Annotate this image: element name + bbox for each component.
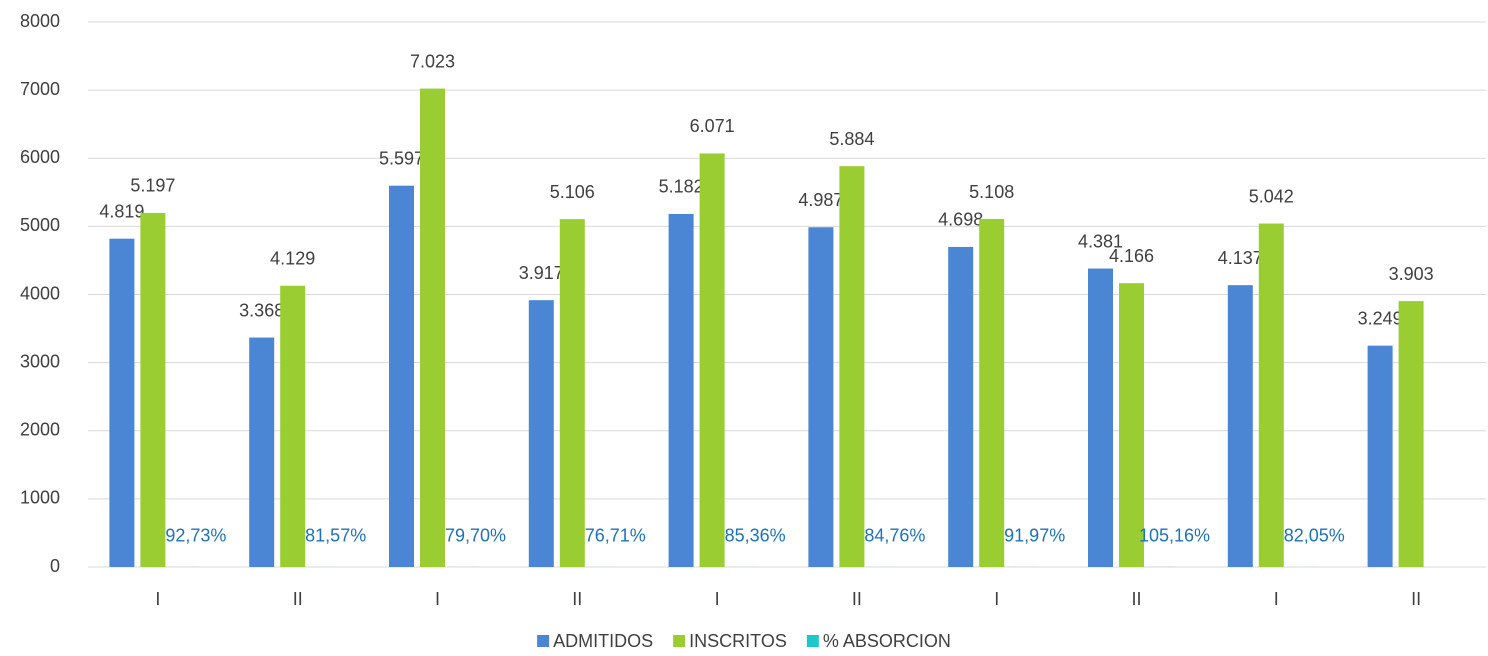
data-label: 91,97%	[1004, 526, 1065, 546]
bar	[948, 246, 974, 568]
bar	[1258, 223, 1284, 568]
x-tick-label: I	[435, 589, 440, 609]
bar	[979, 219, 1005, 567]
y-tick-label: 2000	[20, 420, 60, 440]
data-label: 76,71%	[585, 526, 646, 546]
data-label: 4.129	[270, 248, 315, 268]
data-label: 92,73%	[165, 526, 226, 546]
data-label: 5.106	[550, 182, 595, 202]
data-label: 5.042	[1249, 186, 1294, 206]
data-label: 4.381	[1078, 231, 1123, 251]
y-tick-label: 0	[50, 556, 60, 576]
y-tick-label: 1000	[20, 488, 60, 508]
data-label: 3.917	[519, 263, 564, 283]
bar	[839, 166, 865, 567]
x-tick-label: II	[1131, 589, 1141, 609]
bar	[109, 238, 135, 567]
legend-swatch	[673, 635, 686, 647]
bar	[1398, 301, 1424, 567]
data-label: 4.819	[99, 201, 144, 221]
bar	[808, 227, 834, 567]
bar	[1088, 268, 1113, 567]
legend-label: INSCRITOS	[689, 631, 787, 651]
y-tick-label: 8000	[20, 11, 60, 31]
data-label: 4.987	[798, 190, 843, 210]
bar	[1119, 283, 1144, 567]
data-label: 5.108	[969, 182, 1014, 202]
bar	[280, 285, 306, 567]
bar	[559, 219, 585, 567]
data-label: 5.597	[379, 148, 424, 168]
x-tick-label: II	[293, 589, 303, 609]
data-label: 4.137	[1218, 248, 1263, 268]
legend-label: % ABSORCION	[823, 631, 951, 651]
x-tick-label: II	[852, 589, 862, 609]
bar	[420, 88, 445, 567]
legend-label: ADMITIDOS	[553, 631, 653, 651]
data-label: 6.071	[690, 116, 735, 136]
x-tick-label: I	[155, 589, 160, 609]
y-tick-label: 3000	[20, 351, 60, 371]
y-tick-label: 7000	[20, 79, 60, 99]
x-tick-label: I	[715, 589, 720, 609]
data-label: 105,16%	[1139, 526, 1210, 546]
data-label: 7.023	[410, 51, 455, 71]
data-label: 84,76%	[864, 526, 925, 546]
legend-swatch	[537, 635, 550, 647]
data-label: 3.903	[1389, 264, 1434, 284]
data-label: 4.698	[938, 210, 983, 230]
legend-swatch	[806, 635, 819, 647]
x-tick-label: II	[1411, 589, 1421, 609]
bar	[389, 185, 414, 567]
x-tick-label: II	[572, 589, 582, 609]
y-tick-label: 6000	[20, 147, 60, 167]
y-tick-label: 4000	[20, 283, 60, 303]
x-tick-label: I	[1274, 589, 1279, 609]
data-label: 3.249	[1358, 308, 1403, 328]
bar	[528, 300, 554, 567]
data-label: 79,70%	[445, 526, 506, 546]
bar	[140, 212, 166, 567]
data-label: 3.368	[239, 300, 284, 320]
y-tick-label: 5000	[20, 215, 60, 235]
data-label: 5.197	[130, 176, 175, 196]
bar	[1227, 285, 1253, 567]
data-label: 82,05%	[1284, 526, 1345, 546]
x-tick-label: I	[994, 589, 999, 609]
data-label: 85,36%	[725, 526, 786, 546]
data-label: 4.166	[1109, 246, 1154, 266]
bar	[1367, 345, 1393, 567]
bar	[699, 153, 725, 567]
data-label: 81,57%	[305, 526, 366, 546]
bar	[668, 213, 694, 567]
data-label: 5.884	[829, 129, 874, 149]
data-label: 5.182	[659, 177, 704, 197]
bar	[249, 337, 275, 567]
